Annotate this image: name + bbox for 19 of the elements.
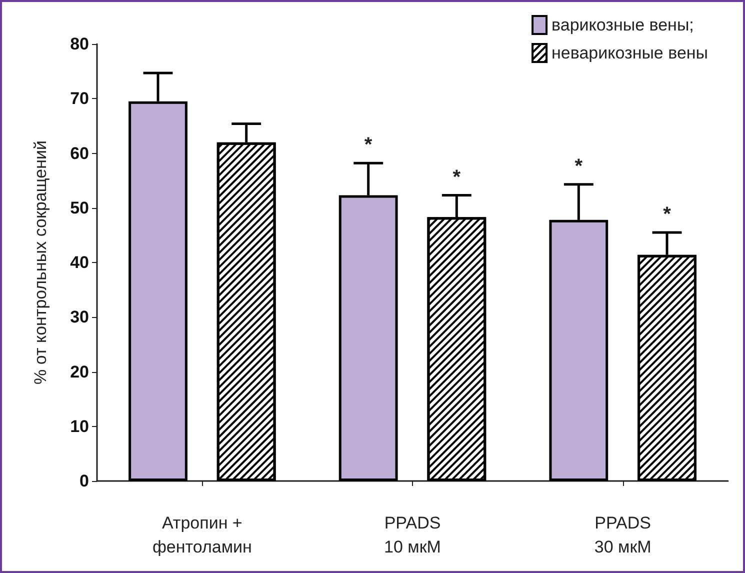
y-tick-label: 80: [70, 34, 89, 54]
legend-label: варикозные вены;: [552, 16, 694, 34]
x-tick-label: Атропин + фентоламин: [152, 514, 252, 556]
data-label: *: [452, 166, 461, 188]
y-tick-label: 40: [70, 253, 89, 272]
y-tick-label: 60: [70, 144, 89, 163]
y-tick-label: 20: [70, 362, 89, 382]
y-axis-title: % от контрольных сокращений: [31, 140, 50, 384]
x-tick-label: PPADS 10 мкМ: [384, 514, 441, 556]
legend-label: неварикозные вены: [552, 44, 708, 62]
y-tick-label: 0: [80, 472, 89, 490]
x-tick-label: PPADS 30 мкМ: [594, 514, 652, 556]
data-label: *: [574, 155, 583, 178]
data-label: *: [364, 134, 372, 156]
y-tick-label: 10: [70, 416, 89, 436]
y-tick-label: 70: [70, 89, 89, 108]
data-label: *: [663, 203, 672, 226]
y-tick-label: 50: [70, 198, 89, 218]
y-tick-label: 30: [70, 308, 89, 327]
